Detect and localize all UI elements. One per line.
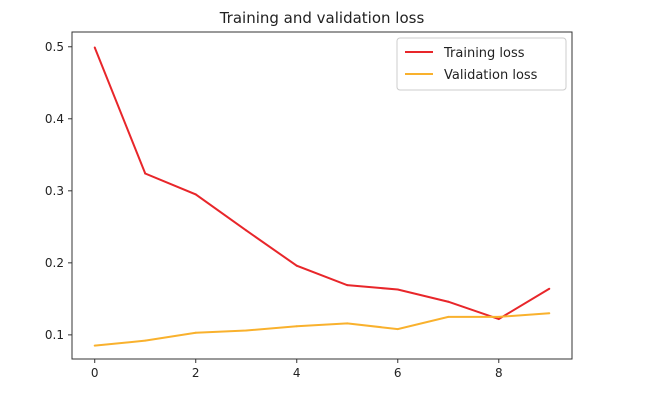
legend: Training loss Validation loss (396, 37, 567, 91)
legend-label: Training loss (443, 46, 525, 61)
data-point (93, 46, 96, 49)
data-point (497, 318, 500, 321)
x-tick-label: 4 (293, 366, 301, 380)
x-tick-label: 6 (394, 366, 402, 380)
y-tick-label: 0.3 (45, 184, 64, 198)
data-point (396, 328, 399, 331)
data-point (144, 339, 147, 342)
y-tick-label: 0.1 (45, 328, 64, 342)
data-point (295, 264, 298, 267)
y-tick-label: 0.2 (45, 256, 64, 270)
data-point (93, 344, 96, 347)
x-tick-label: 2 (192, 366, 200, 380)
data-point (144, 172, 147, 175)
data-point (447, 315, 450, 318)
series-line-training (93, 47, 550, 321)
series-line-validation (94, 312, 550, 347)
y-tick-label: 0.4 (45, 112, 64, 126)
data-point (447, 300, 450, 303)
chart-title: Training and validation loss (219, 9, 425, 27)
plot-frame (71, 31, 573, 360)
y-tick-label: 0.5 (45, 40, 64, 54)
data-point (346, 284, 349, 287)
data-point (245, 229, 248, 232)
data-point (245, 329, 248, 332)
data-point (548, 287, 551, 290)
data-point (194, 331, 197, 334)
data-point (295, 325, 298, 328)
data-point (346, 322, 349, 325)
data-point (497, 315, 500, 318)
x-tick-label: 0 (91, 366, 99, 380)
data-point (548, 312, 551, 315)
data-point (194, 193, 197, 196)
x-tick-label: 8 (495, 366, 503, 380)
legend-label: Validation loss (444, 68, 538, 83)
data-point (396, 288, 399, 291)
